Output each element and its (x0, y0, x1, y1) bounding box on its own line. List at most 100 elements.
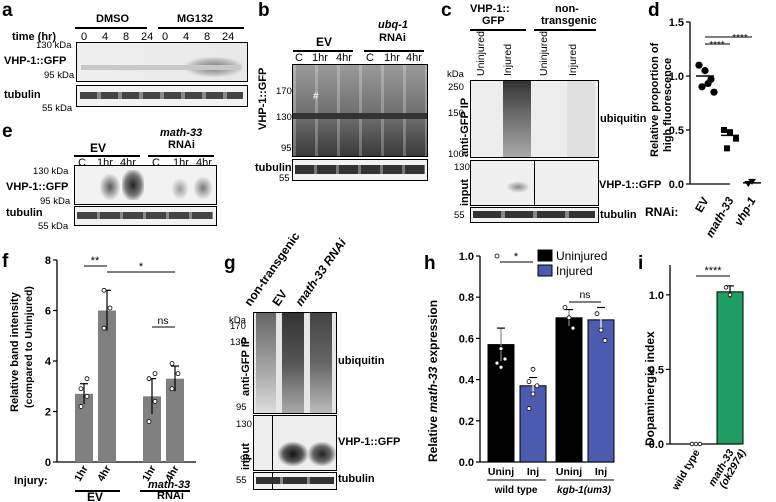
b-lane-1: 1hr (312, 52, 328, 64)
b-kda-130: 130 (276, 112, 292, 123)
b-kda-95: 95 (281, 143, 292, 154)
i-ytick-label-0: 0.0 (649, 439, 664, 451)
panel-label-a: a (2, 0, 13, 21)
d-rnai-label: RNAi: (645, 205, 679, 219)
panel-label-f: f (2, 251, 9, 272)
g-ip-blot (253, 312, 337, 414)
c-ubiquitin: ubiquitin (600, 113, 647, 125)
c-ip-blot (470, 80, 599, 158)
c-vhp: VHP-1::GFP (599, 179, 662, 191)
d-point-0-5 (710, 88, 718, 96)
c-lane-0: Uninjured (475, 31, 487, 76)
d-sig-0: **** (709, 40, 725, 51)
h-ytick-label-4: 0.8 (459, 292, 474, 304)
h-xlabel-3: Inj (595, 466, 607, 478)
f-bar-3 (166, 378, 184, 462)
b-cond-ev: EV (316, 35, 333, 49)
e-ev-line (74, 155, 140, 157)
c-lane-2: Uninjured (538, 31, 550, 76)
h-sig-0: * (514, 251, 519, 263)
f-injury-label: Injury: (14, 475, 48, 487)
i-point-1-0 (723, 285, 729, 290)
panel-label-g: g (224, 253, 236, 274)
h-bar-0 (487, 344, 515, 463)
b-hash-mark: # (313, 91, 319, 102)
f-ytick-label-1: 2 (45, 407, 51, 419)
i-ytick-label-1: 0.5 (649, 364, 664, 376)
a-cond-dmso: DMSO (96, 13, 129, 25)
i-bar-1 (716, 291, 744, 445)
a-time-2: 8 (123, 31, 130, 43)
h-xlabel-2: Uninj (556, 466, 582, 478)
e-cond-ev: EV (90, 141, 107, 155)
f-point-0-1 (84, 393, 90, 399)
a-tubulin-blot (76, 85, 248, 107)
d-point-2-1 (748, 178, 756, 185)
h-point-1-0 (526, 406, 532, 411)
b-vhp-blot: # (292, 64, 428, 157)
c-lane-1: Injured (502, 43, 514, 76)
panel-label-e: e (2, 121, 13, 142)
f-point-1-2 (101, 287, 107, 293)
f-point-2-3 (152, 371, 158, 377)
a-kda-55: 55 kDa (42, 103, 73, 114)
g-tubulin: tubulin (338, 473, 375, 485)
f-ytick-label-4: 8 (45, 255, 51, 267)
e-lane-5: 4hr (196, 157, 212, 169)
d-ytick-label-3: 1.5 (669, 17, 684, 29)
i-point-0-2 (697, 441, 703, 447)
g-ubiquitin: ubiquitin (338, 355, 385, 367)
c-group-nontg-a: non- (555, 3, 579, 15)
d-ytick-label-0: 0.0 (669, 179, 684, 191)
c-input-blot (470, 160, 599, 206)
e-lane-2: 4hr (120, 157, 136, 169)
e-tubulin-blot (74, 206, 217, 226)
i-ytick-label-2: 1.0 (649, 290, 664, 302)
f-point-3-0 (169, 386, 175, 392)
h-point-1-2 (534, 383, 540, 389)
h-ytick-label-5: 1.0 (459, 251, 474, 263)
b-ev-line (293, 50, 353, 52)
a-dmso-line (75, 27, 147, 29)
f-math-line (140, 490, 190, 492)
a-row-tubulin: tubulin (4, 89, 41, 101)
h-bar-1 (519, 385, 547, 463)
b-lane-5: 4hr (406, 52, 422, 64)
f-point-2-1 (152, 398, 158, 404)
panel-label-d: d (648, 0, 660, 21)
d-point-0-4 (704, 79, 712, 88)
f-point-3-1 (175, 371, 181, 377)
d-point-0-0 (695, 61, 703, 69)
f-point-0-0 (78, 404, 84, 409)
g-kda-170: 170 (230, 321, 246, 332)
c-group-nontg-b: transgenic (541, 15, 597, 27)
i-point-1-1 (727, 292, 733, 298)
c-group-vhp-b: GFP (482, 15, 505, 27)
f-sig-0: ** (91, 255, 100, 267)
g-kda-label: kDa (229, 315, 246, 326)
f-point-3-2 (169, 361, 175, 366)
g-kda-95: 95 (236, 402, 247, 413)
a-kda-130: 130 kDa (36, 40, 72, 51)
h-legend-swatch-0 (537, 249, 553, 262)
d-ytick-label-1: 0.5 (669, 125, 684, 137)
b-kda-170: 170 (276, 86, 292, 97)
c-tubulin-blot (470, 207, 599, 223)
d-point-1-0 (721, 127, 727, 133)
b-ubq-line (364, 50, 424, 52)
f-bar-2 (143, 396, 161, 462)
a-mg132-line (158, 27, 244, 29)
h-point-2-2 (570, 325, 576, 331)
b-lane-4: 1hr (384, 52, 400, 64)
d-point-0-3 (698, 83, 706, 91)
b-kda-55: 55 (279, 173, 290, 184)
f-ytick-label-2: 4 (45, 356, 52, 368)
f-bar-1 (98, 310, 116, 462)
h-legend-0: Uninjured (556, 249, 607, 263)
g-kda-130: 130 (230, 337, 246, 348)
e-kda-55: 55 kDa (38, 221, 69, 232)
a-time-4: 0 (162, 31, 169, 43)
